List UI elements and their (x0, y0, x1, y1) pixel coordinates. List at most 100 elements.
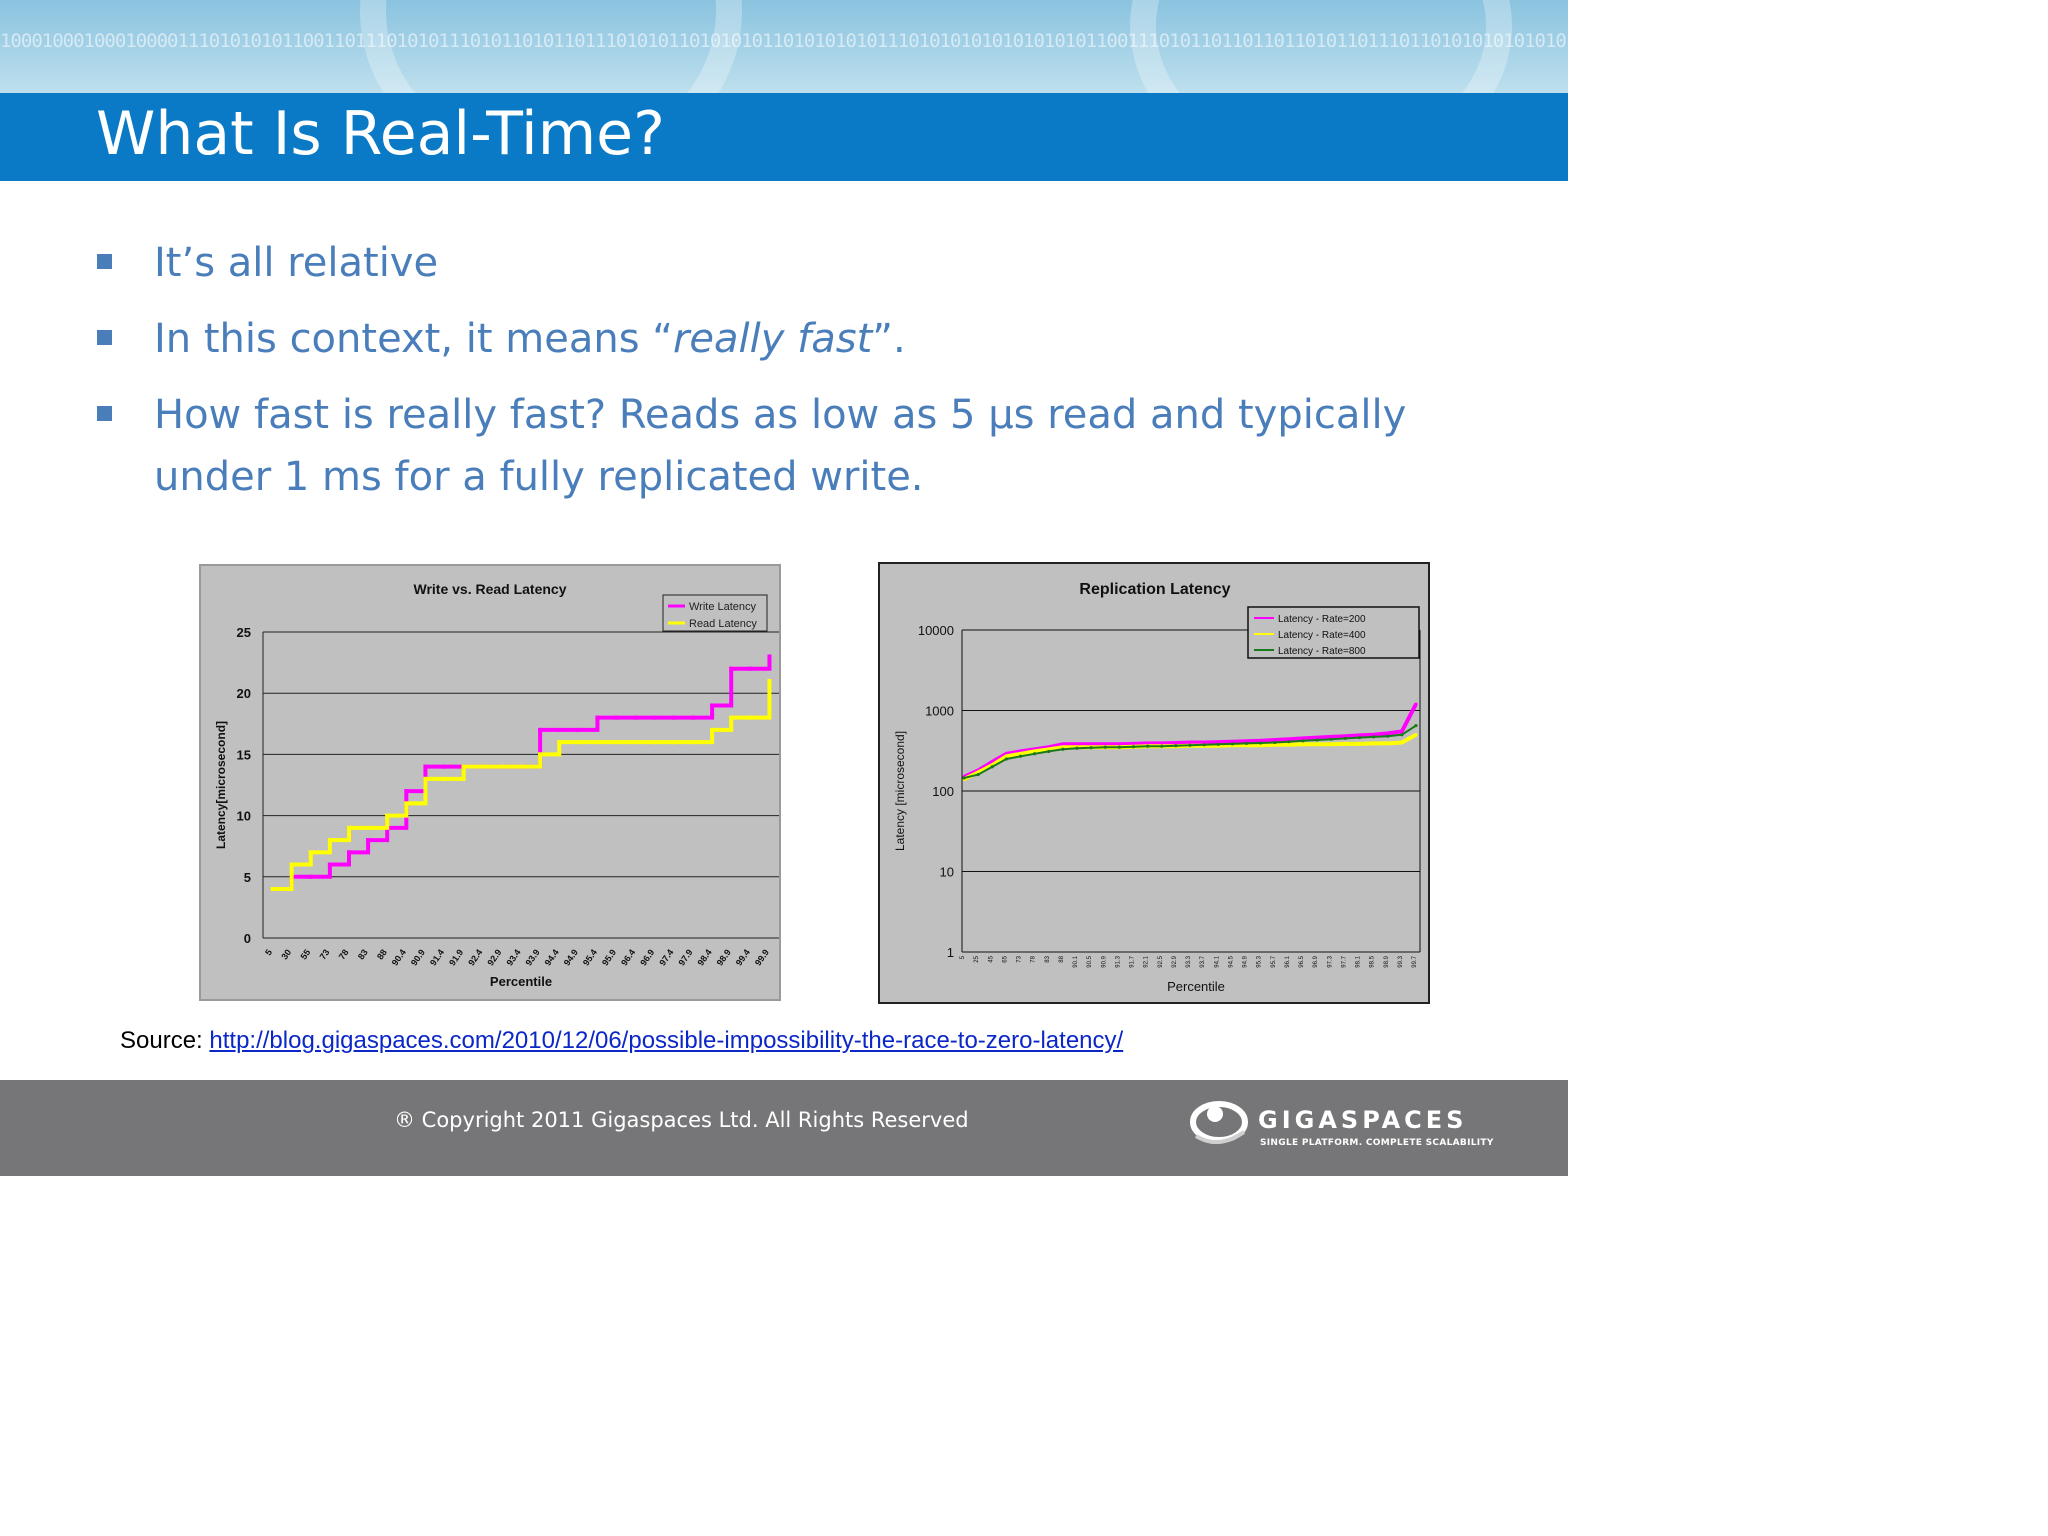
y-tick-label: 100 (932, 784, 954, 799)
legend-label: Write Latency (689, 601, 757, 613)
x-tick-label: 92.4 (466, 947, 484, 967)
data-point (1047, 747, 1051, 751)
x-tick-label: 95.3 (1257, 955, 1263, 967)
data-point (404, 789, 409, 794)
x-tick-label: 5 (960, 955, 966, 959)
data-point (1287, 740, 1291, 744)
data-point (1329, 742, 1333, 746)
x-tick-label: 92.1 (1144, 955, 1150, 967)
y-tick-label: 10 (237, 809, 251, 824)
y-tick-label: 20 (237, 686, 251, 701)
gigaspaces-logo: GIGASPACES SINGLE PLATFORM. COMPLETE SCA… (1188, 1098, 1493, 1158)
data-point (1414, 723, 1418, 728)
data-point (729, 715, 734, 720)
x-tick-label: 93.9 (524, 947, 542, 967)
data-point (576, 727, 581, 732)
bullet-square-icon (97, 254, 112, 269)
data-point (748, 715, 753, 720)
x-tick-label: 90.4 (390, 947, 408, 967)
x-tick-label: 73 (318, 947, 332, 961)
data-point (652, 740, 657, 745)
x-tick-label: 65 (1002, 955, 1008, 962)
data-point (1357, 733, 1362, 738)
x-tick-label: 91.3 (1115, 955, 1121, 967)
data-point (1103, 745, 1107, 749)
data-point (1273, 743, 1277, 747)
data-point (499, 764, 504, 769)
data-point (767, 678, 772, 683)
y-axis-label: Latency[microsecond] (214, 721, 228, 849)
data-point (1287, 743, 1291, 747)
data-point (1033, 752, 1037, 756)
data-point (1343, 742, 1347, 746)
data-point (1202, 740, 1206, 745)
data-point (1343, 736, 1347, 741)
data-point (614, 715, 619, 720)
x-tick-label: 99.3 (1398, 955, 1404, 967)
x-tick-label: 93.4 (504, 947, 522, 967)
data-point (1117, 745, 1121, 749)
x-tick-label: 96.9 (1313, 955, 1319, 967)
y-tick-label: 10000 (918, 623, 954, 638)
data-point (576, 740, 581, 745)
x-tick-label: 97.4 (657, 947, 675, 967)
data-point (1103, 742, 1107, 746)
data-point (1216, 740, 1220, 744)
data-point (347, 850, 351, 855)
copyright-text: ® Copyright 2011 Gigaspaces Ltd. All Rig… (394, 1108, 969, 1132)
x-tick-label: 93.7 (1200, 955, 1206, 967)
data-point (1259, 743, 1263, 747)
data-point (1202, 743, 1206, 747)
data-point (1174, 744, 1178, 748)
x-tick-label: 99.9 (753, 947, 771, 967)
logo-wordmark: GIGASPACES (1258, 1106, 1468, 1134)
data-point (595, 740, 600, 745)
data-point (270, 887, 275, 892)
x-tick-label: 83 (356, 947, 370, 961)
data-point (1343, 734, 1347, 738)
data-point (1315, 736, 1319, 740)
data-point (1131, 745, 1136, 749)
data-point (1414, 702, 1418, 706)
x-tick-label: 73 (1017, 955, 1023, 962)
source-link[interactable]: http://blog.gigaspaces.com/2010/12/06/po… (209, 1027, 1124, 1054)
bullet-square-icon (97, 406, 112, 421)
data-point (710, 727, 715, 732)
x-tick-label: 55 (298, 947, 312, 961)
legend-label: Latency - Rate=800 (1278, 646, 1366, 657)
replication-latency-chart: Replication Latency 1 10 100 1000 10000 5 25 45 6… (878, 562, 1430, 1004)
x-tick-label: 45 (988, 955, 994, 962)
x-tick-label: 98.9 (715, 947, 733, 967)
data-point (1372, 741, 1376, 746)
data-point (691, 715, 695, 720)
data-point (962, 776, 966, 780)
data-point (1301, 742, 1305, 746)
x-tick-label: 90.9 (409, 947, 427, 967)
data-point (595, 715, 600, 720)
x-tick-label: 97.7 (1341, 955, 1347, 967)
data-point (385, 813, 390, 818)
x-tick-label: 90.1 (1073, 955, 1079, 967)
header-banner: 1000100010001000011101010101100110111010… (0, 0, 1568, 95)
data-point (671, 715, 676, 720)
data-point (767, 654, 772, 659)
bullet-square-icon (97, 330, 112, 345)
data-point (729, 666, 734, 671)
data-point (1329, 737, 1333, 741)
data-point (1216, 742, 1220, 746)
data-point (1273, 738, 1277, 742)
data-point (1061, 742, 1065, 746)
x-tick-label: 98.9 (1384, 955, 1390, 967)
binary-pattern: 1000100010001000011101010101100110111010… (0, 30, 1568, 52)
data-point (1301, 736, 1305, 741)
data-point (423, 776, 428, 781)
chart-legend: Latency - Rate=200 Latency - Rate=400 Late… (1247, 606, 1420, 659)
data-point (652, 715, 657, 720)
x-tick-label: 92.5 (1158, 955, 1164, 967)
legend-label: Read Latency (689, 618, 757, 630)
logo-tagline: SINGLE PLATFORM. COMPLETE SCALABILITY (1260, 1138, 1494, 1148)
x-tick-label: 92.9 (1172, 955, 1178, 967)
data-point (614, 740, 619, 745)
data-point (990, 765, 994, 769)
data-point (1400, 729, 1404, 734)
